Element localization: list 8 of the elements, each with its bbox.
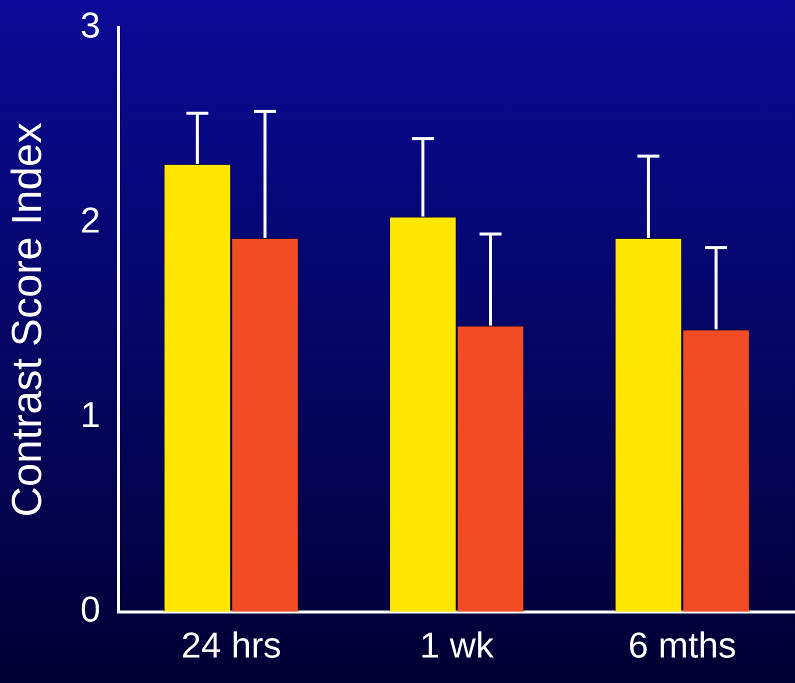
y-axis-title: Contrast Score Index (2, 122, 50, 517)
x-tick-label: 24 hrs (181, 624, 282, 666)
y-tick-label: 3 (80, 4, 100, 46)
x-tick-label: 1 wk (420, 624, 495, 666)
x-tick-label: 6 mths (628, 624, 736, 666)
y-tick-label: 0 (80, 588, 100, 630)
y-tick-label: 2 (80, 199, 100, 240)
y-tick-label: 1 (80, 394, 100, 435)
